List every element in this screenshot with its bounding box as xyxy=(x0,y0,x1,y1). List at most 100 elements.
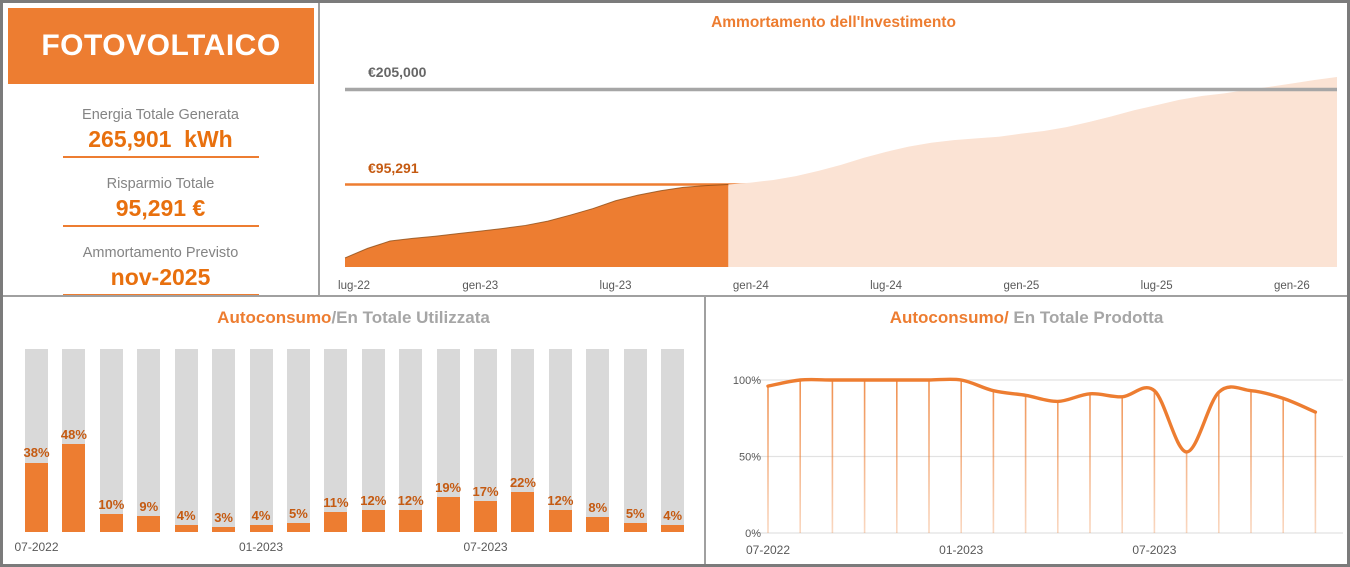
self-consumption-line-panel[interactable]: Autoconsumo/ En Totale Prodotta 0% 50% 100… xyxy=(706,297,1347,564)
amortization-chart-panel[interactable]: Ammortamento dell'Investimento €205,000 €… xyxy=(320,3,1347,295)
bar-12-2022 xyxy=(212,349,236,532)
bar-07-2023 xyxy=(474,349,498,532)
bar-fill xyxy=(661,524,685,532)
y-axis-label: 50% xyxy=(739,452,761,464)
line-chart-title: Autoconsumo/ En Totale Prodotta xyxy=(706,308,1347,328)
bar-value-label: 3% xyxy=(214,509,233,525)
kpi-total-savings: Risparmio Totale 95,291 € xyxy=(3,175,318,227)
bar-fill xyxy=(623,522,647,532)
bar-fill xyxy=(174,524,198,532)
bar-value-label: 5% xyxy=(625,505,645,521)
kpi-payback-date: Ammortamento Previsto nov-2025 xyxy=(3,244,318,296)
panel-divider-vertical-top xyxy=(318,3,320,295)
bar-fill xyxy=(249,524,273,532)
bar-12-2023 xyxy=(661,349,685,532)
bar-08-2022 xyxy=(62,349,86,532)
bar-11-2022 xyxy=(174,349,198,532)
x-axis-label: 01-2023 xyxy=(939,543,984,557)
amortization-plot[interactable]: €205,000 €95,291 lug-22 gen-23 lug-23 gen-24 l… xyxy=(320,3,1347,295)
bar-fill xyxy=(25,462,48,532)
actual-area-edge xyxy=(344,183,729,259)
bar-value-label: 12% xyxy=(397,493,424,509)
kpi-label: Ammortamento Previsto xyxy=(82,245,239,261)
line-plot[interactable]: 0% 50% 100% xyxy=(706,297,1347,564)
self-consumption-bar-panel[interactable]: Autoconsumo/En Totale Utilizzata 38% 48% 1… xyxy=(3,297,704,564)
bar-value-label: 5% xyxy=(289,505,308,521)
bar-06-2023 xyxy=(436,349,460,532)
kpi-value: 265,901 kWh xyxy=(88,126,233,152)
bar-value-label: 4% xyxy=(663,507,683,523)
bar-02-2023 xyxy=(286,349,310,532)
amortization-chart-title: Ammortamento dell'Investimento xyxy=(711,14,956,31)
bar-chart-title: Autoconsumo/En Totale Utilizzata xyxy=(3,308,704,328)
bar-value-label: 38% xyxy=(23,445,50,461)
x-axis-label: 07-2022 xyxy=(745,543,791,557)
x-axis-label: 01-2023 xyxy=(238,540,284,554)
y-axis-label: 100% xyxy=(733,375,761,387)
x-axis-label: 07-2023 xyxy=(1132,543,1177,557)
bar-value-label: 4% xyxy=(176,507,196,523)
bar-fill xyxy=(548,510,572,532)
kpi-value: nov-2025 xyxy=(110,264,211,290)
bar-chart-title-highlight: Autoconsumo xyxy=(217,308,332,327)
self-consumption-line xyxy=(766,377,1318,454)
bar-value-label: 11% xyxy=(323,494,349,510)
bar-fill xyxy=(399,510,423,532)
kpi-list: Energia Totale Generata 265,901 kWh Risp… xyxy=(3,89,318,296)
actual-savings-area xyxy=(345,184,729,267)
bar-fill xyxy=(586,517,610,532)
bar-fill xyxy=(436,497,460,532)
x-axis-label: lug-22 xyxy=(338,280,370,292)
bar-11-2023 xyxy=(623,349,647,532)
panel-divider-horizontal xyxy=(3,295,1347,297)
kpi-label: Risparmio Totale xyxy=(106,176,215,192)
bar-07-2022 xyxy=(25,349,48,532)
kpi-panel[interactable]: FOTOVOLTAICO Energia Totale Generata 265… xyxy=(3,3,318,296)
bar-05-2023 xyxy=(399,349,423,532)
sheet-edge-sliver xyxy=(0,263,3,287)
bar-03-2023 xyxy=(324,349,348,532)
app-title-banner: FOTOVOLTAICO xyxy=(8,8,314,84)
bar-value-label: 48% xyxy=(60,427,87,443)
bar-fill xyxy=(511,491,535,532)
line-chart-title-highlight: Autoconsumo/ xyxy=(889,308,1009,327)
bar-08-2023 xyxy=(511,349,535,532)
bar-value-label: 8% xyxy=(588,500,608,516)
x-axis-label: lug-24 xyxy=(870,280,903,292)
bar-fill xyxy=(324,511,348,532)
bar-plot[interactable]: 38% 48% 10% 9% 4% 3% 4% 5% 11% 12% 12% 19% 17% 22% 12%… xyxy=(3,297,704,564)
bar-fill xyxy=(212,526,236,532)
savings-total-label: €95,291 xyxy=(368,160,419,176)
bar-04-2023 xyxy=(361,349,385,532)
line-chart-title-rest: En Totale Prodotta xyxy=(1008,308,1164,327)
bar-10-2022 xyxy=(137,349,161,532)
bar-01-2023 xyxy=(249,349,273,532)
bar-value-label: 22% xyxy=(509,474,536,490)
y-axis-label: 0% xyxy=(745,528,761,540)
bar-value-label: 4% xyxy=(251,507,271,523)
investment-total-label: €205,000 xyxy=(368,64,427,80)
kpi-energy-generated: Energia Totale Generata 265,901 kWh xyxy=(3,106,318,158)
kpi-divider xyxy=(62,156,259,158)
x-axis-label: 07-2023 xyxy=(463,540,508,554)
x-axis-label: gen-25 xyxy=(1003,280,1039,292)
app-title: FOTOVOLTAICO xyxy=(41,29,281,62)
bar-fill xyxy=(361,510,385,532)
bar-value-label: 9% xyxy=(139,498,159,514)
x-axis-label: lug-23 xyxy=(600,280,632,292)
bar-value-label: 12% xyxy=(547,493,574,509)
x-axis-label: lug-25 xyxy=(1141,280,1173,292)
kpi-divider xyxy=(62,225,259,227)
bar-10-2023 xyxy=(586,349,610,532)
bar-fill xyxy=(99,513,123,532)
x-axis-label: 07-2022 xyxy=(14,540,59,554)
bar-09-2022 xyxy=(99,349,123,532)
projected-savings-area xyxy=(728,76,1337,267)
panel-divider-vertical-bottom xyxy=(704,297,706,564)
x-axis-label: gen-26 xyxy=(1274,280,1310,292)
bar-fill xyxy=(286,522,310,532)
bar-fill xyxy=(474,500,498,532)
bar-value-label: 17% xyxy=(472,483,499,499)
kpi-label: Energia Totale Generata xyxy=(82,107,239,123)
